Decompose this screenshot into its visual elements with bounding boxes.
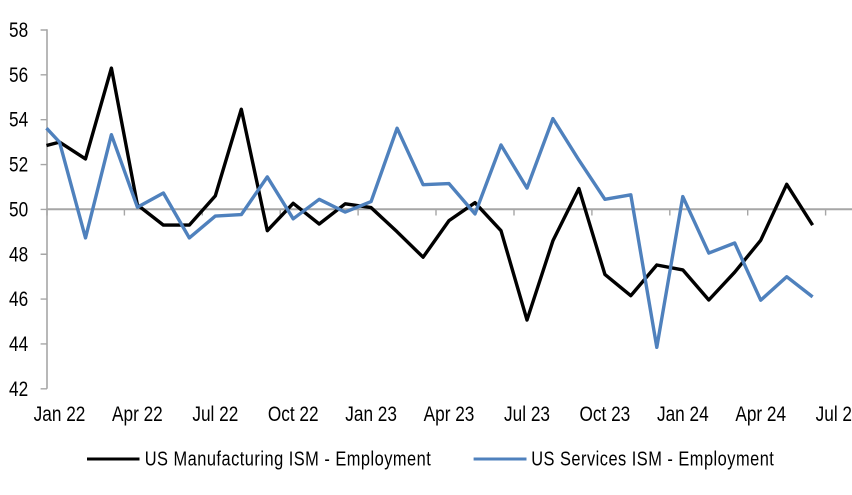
svg-text:Jul 24: Jul 24 — [816, 404, 852, 427]
svg-text:Apr 24: Apr 24 — [735, 404, 786, 427]
svg-text:54: 54 — [9, 109, 28, 132]
svg-text:46: 46 — [9, 289, 28, 312]
svg-text:Jan 23: Jan 23 — [345, 404, 397, 427]
svg-text:US Manufacturing ISM - Employm: US Manufacturing ISM - Employment — [145, 447, 432, 470]
svg-text:Oct 23: Oct 23 — [580, 404, 631, 427]
svg-text:Jan 22: Jan 22 — [34, 404, 86, 427]
svg-text:Jan 24: Jan 24 — [657, 404, 709, 427]
svg-text:Jul 22: Jul 22 — [192, 404, 238, 427]
svg-text:42: 42 — [9, 378, 28, 401]
svg-text:Oct 22: Oct 22 — [268, 404, 319, 427]
svg-text:50: 50 — [9, 199, 28, 222]
svg-text:Jul 23: Jul 23 — [504, 404, 550, 427]
svg-text:48: 48 — [9, 244, 28, 267]
svg-text:Apr 23: Apr 23 — [424, 404, 475, 427]
svg-text:Apr 22: Apr 22 — [112, 404, 163, 427]
svg-text:52: 52 — [9, 154, 28, 177]
svg-text:US Services ISM - Employment: US Services ISM - Employment — [531, 447, 774, 470]
svg-text:56: 56 — [9, 64, 28, 87]
svg-text:44: 44 — [9, 333, 28, 356]
svg-text:58: 58 — [9, 20, 28, 43]
